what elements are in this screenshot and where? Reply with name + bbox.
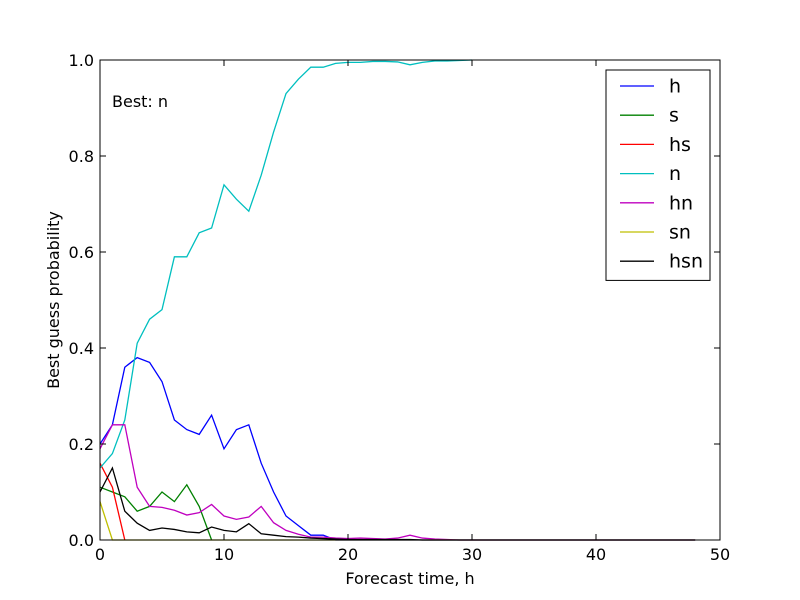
legend-label-n: n bbox=[669, 163, 681, 185]
x-tick-label: 10 bbox=[214, 545, 234, 564]
best-annotation: Best: n bbox=[112, 92, 168, 111]
ticks-layer: 0 10 20 30 40 50 0.0 0.2 0.4 0.6 0.8 1.0 bbox=[69, 51, 731, 564]
y-tick-label: 0.4 bbox=[69, 339, 94, 358]
series-line-n bbox=[99, 59, 473, 469]
x-tick-label: 50 bbox=[710, 545, 730, 564]
series-line-hs bbox=[99, 462, 126, 541]
y-tick-label: 0.2 bbox=[69, 435, 94, 454]
legend-box bbox=[605, 69, 711, 281]
y-axis-label: Best guess probability bbox=[44, 211, 63, 389]
legend-label-hn: hn bbox=[669, 192, 693, 214]
legend-label-s: s bbox=[669, 105, 679, 127]
legend-label-hs: hs bbox=[669, 134, 691, 156]
plot-frame bbox=[99, 59, 721, 541]
legend-label-sn: sn bbox=[669, 222, 691, 244]
x-tick-label: 20 bbox=[338, 545, 358, 564]
legend-label-h: h bbox=[669, 76, 681, 98]
series-line-s bbox=[99, 483, 213, 541]
y-tick-label: 0.6 bbox=[69, 243, 94, 262]
y-tick-label: 1.0 bbox=[69, 51, 94, 70]
x-tick-label: 40 bbox=[586, 545, 606, 564]
x-tick-label: 0 bbox=[95, 545, 105, 564]
y-tick-label: 0.8 bbox=[69, 147, 94, 166]
x-axis-label: Forecast time, h bbox=[345, 569, 474, 588]
y-tick-label: 0.0 bbox=[69, 531, 94, 550]
legend-label-hsn: hsn bbox=[669, 251, 703, 273]
x-tick-label: 30 bbox=[462, 545, 482, 564]
